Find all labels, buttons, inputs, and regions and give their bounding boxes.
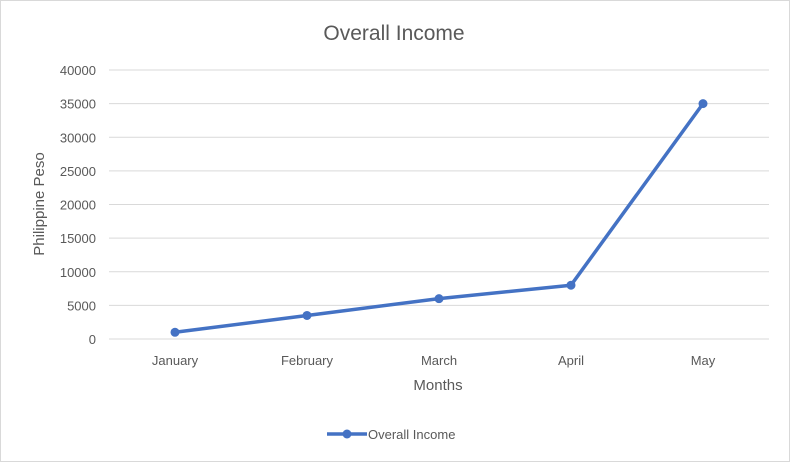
x-axis-title: Months [413, 377, 462, 394]
y-tick-label: 25000 [60, 164, 96, 179]
legend-dot-marker [342, 429, 352, 439]
y-tick-label: 5000 [67, 298, 96, 313]
y-tick-label: 15000 [60, 231, 96, 246]
y-tick-label: 35000 [60, 97, 96, 112]
legend-label: Overall Income [368, 427, 455, 442]
x-tick-label: January [152, 353, 199, 368]
x-tick-label: May [691, 353, 716, 368]
y-tick-label: 10000 [60, 265, 96, 280]
x-tick-label: February [281, 353, 334, 368]
y-tick-label: 20000 [60, 198, 96, 213]
legend: Overall Income [327, 427, 455, 442]
y-axis-title: Philippine Peso [31, 152, 48, 255]
y-tick-label: 0 [89, 332, 96, 347]
y-tick-label: 30000 [60, 130, 96, 145]
x-tick-label: April [558, 353, 584, 368]
data-point [302, 310, 312, 320]
y-axis-ticks: 0 5000 10000 15000 20000 25000 30000 35000 40000 [60, 63, 96, 347]
data-point [698, 99, 708, 109]
gridlines [109, 69, 769, 340]
x-axis-ticks: January February March April May [152, 353, 716, 368]
data-point [566, 280, 576, 290]
series-group [170, 99, 708, 337]
y-tick-label: 40000 [60, 63, 96, 78]
chart-title: Overall Income [323, 22, 464, 45]
data-point [170, 327, 180, 337]
x-tick-label: March [421, 353, 457, 368]
data-point [434, 294, 444, 304]
